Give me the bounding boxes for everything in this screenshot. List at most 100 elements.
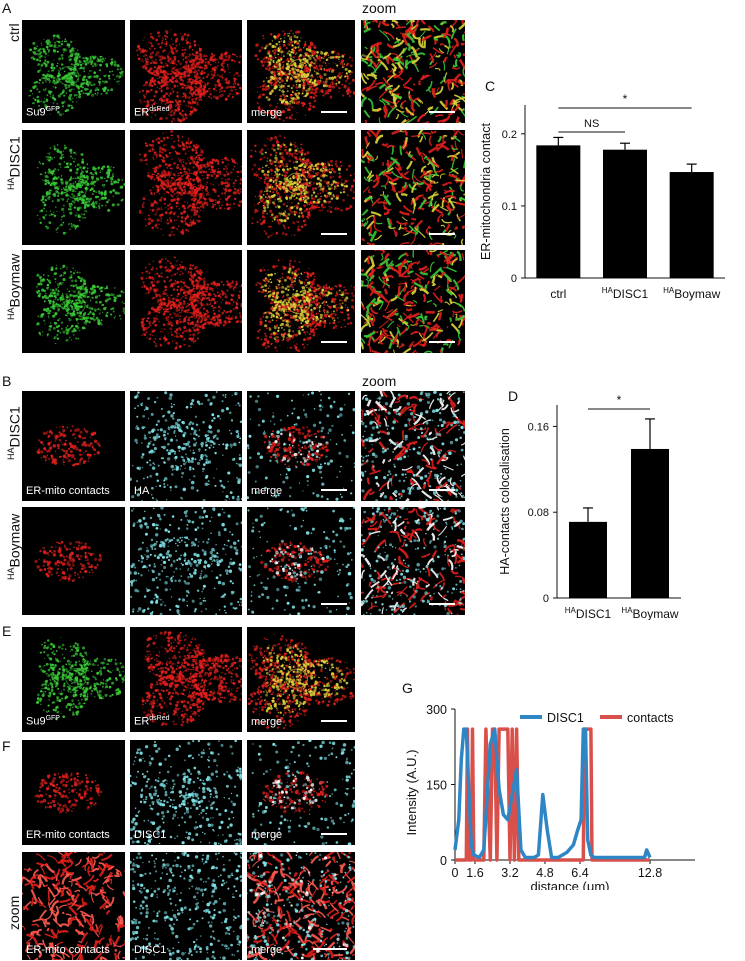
- series-line-contacts: [455, 727, 650, 862]
- x-tick-label: 6.4: [571, 866, 588, 880]
- micrograph: [255, 259, 355, 353]
- micrograph: [140, 256, 242, 350]
- panel-letter-e: E: [2, 623, 12, 639]
- image-contacts-disc1: ER-mito contacts: [22, 391, 125, 501]
- x-tick-label: 3.2: [501, 866, 518, 880]
- series-line-disc1: [453, 727, 652, 860]
- image-merge-e: merge: [247, 627, 355, 732]
- row-label-zoom-f: zoom: [6, 895, 22, 930]
- micrograph: [361, 130, 465, 245]
- image-contacts-boymaw: [22, 507, 125, 615]
- image-contacts-f: ER-mito contacts: [22, 740, 125, 845]
- row-label-disc1-b: HADISC1: [6, 406, 23, 460]
- scale-bar: [321, 489, 347, 491]
- y-tick-label: 0.08: [528, 507, 549, 519]
- image-ha-boymaw: [130, 507, 242, 615]
- scale-bar: [321, 833, 347, 835]
- image-zoom-disc1: [361, 130, 465, 245]
- x-tick-label: 0: [452, 866, 459, 880]
- micrograph: [141, 630, 242, 727]
- micrograph: [251, 740, 355, 845]
- scale-bar: [313, 948, 347, 950]
- micrograph: [247, 634, 355, 730]
- row-label-disc1-a: HADISC1: [6, 136, 23, 190]
- scale-bar: [429, 111, 455, 113]
- bar: [569, 521, 607, 598]
- image-su9-e: Su9GFP: [22, 627, 125, 732]
- row-label-boymaw-b: HABoymaw: [6, 513, 23, 580]
- bar: [669, 172, 714, 278]
- y-tick-label: 0.1: [502, 201, 517, 213]
- micrograph: [130, 740, 242, 845]
- micrograph: [249, 135, 355, 239]
- image-disc1-zoom-f: DISC1: [130, 852, 242, 960]
- panel-letter-d: D: [508, 388, 519, 404]
- micrograph: [247, 391, 355, 501]
- chart-g: 0 150 300 0 1.6 3.2 4.8 6.4 12.8 distance (μm) Int…: [404, 703, 695, 890]
- scale-bar: [321, 341, 347, 343]
- x-tick-label: HADISC1: [602, 286, 649, 301]
- panel-letter-c: C: [485, 78, 496, 94]
- micrograph: [138, 130, 242, 237]
- scale-bar: [429, 489, 455, 491]
- micrograph: [361, 507, 465, 615]
- significance-label: *: [617, 395, 622, 407]
- scale-bar: [429, 341, 455, 343]
- row-label-boymaw-a: HABoymaw: [6, 253, 23, 320]
- scale-bar: [429, 603, 455, 605]
- image-su9-ctrl: Su9GFP: [22, 20, 125, 123]
- legend-label: DISC1: [547, 711, 584, 725]
- image-zoom-b-disc1: [361, 391, 465, 501]
- scale-bar: [321, 233, 347, 235]
- image-merge-boymaw: [247, 250, 355, 353]
- panel-letter-f: F: [2, 738, 11, 754]
- x-tick-label: HABoymaw: [621, 606, 678, 620]
- scale-bar: [321, 111, 347, 113]
- image-er-ctrl: ERdsRed: [130, 20, 242, 123]
- panel-letter-a: A: [2, 0, 12, 16]
- y-axis-label: Intensity (A.U.): [404, 750, 419, 836]
- image-contacts-zoom-f: ER-mito contacts: [22, 852, 125, 960]
- micrograph: [36, 425, 101, 467]
- image-merge-disc1: [247, 130, 355, 245]
- micrograph: [28, 34, 124, 117]
- micrograph: [361, 250, 465, 353]
- x-tick-label: 12.8: [638, 866, 662, 880]
- image-merge-b-boymaw: [247, 507, 355, 615]
- image-disc1-f: DISC1: [130, 740, 242, 845]
- row-label-ctrl-a: ctrl: [6, 23, 22, 42]
- image-merge-f: merge: [247, 740, 355, 845]
- x-tick-label: 4.8: [536, 866, 553, 880]
- scale-bar: [321, 720, 347, 722]
- zoom-title-a: zoom: [362, 0, 397, 16]
- micrograph: [247, 507, 355, 615]
- chart-d: 0 0.08 0.16 HA-contacts colocalisation HADIS…: [498, 395, 681, 620]
- x-tick-label: HADISC1: [565, 606, 612, 620]
- x-axis-label: distance (μm): [530, 879, 609, 890]
- image-merge-ctrl: merge: [247, 20, 355, 123]
- micrograph: [22, 852, 125, 960]
- y-axis-label: HA-contacts colocalisation: [498, 428, 512, 575]
- micrograph: [361, 391, 465, 501]
- micrograph: [36, 636, 125, 721]
- micrograph: [130, 507, 242, 615]
- panel-letter-b: B: [2, 373, 12, 389]
- image-su9-disc1: [22, 130, 125, 245]
- y-tick-label: 0: [543, 593, 549, 605]
- micrograph: [247, 852, 355, 960]
- x-tick-label: HABoymaw: [663, 286, 720, 301]
- image-zoom-b-boymaw: [361, 507, 465, 615]
- image-zoom-boymaw: [361, 250, 465, 353]
- micrograph: [130, 391, 242, 501]
- scale-bar: [321, 603, 347, 605]
- y-tick-label: 0.16: [528, 421, 549, 433]
- y-tick-label: 300: [426, 703, 447, 717]
- micrograph: [34, 772, 103, 814]
- image-er-disc1: [130, 130, 242, 245]
- image-merge-b-disc1: merge: [247, 391, 355, 501]
- image-su9-boymaw: [22, 250, 125, 353]
- y-tick-label: 0: [511, 273, 517, 285]
- bar: [603, 149, 647, 278]
- image-zoom-ctrl: [361, 20, 465, 123]
- scale-bar: [429, 233, 455, 235]
